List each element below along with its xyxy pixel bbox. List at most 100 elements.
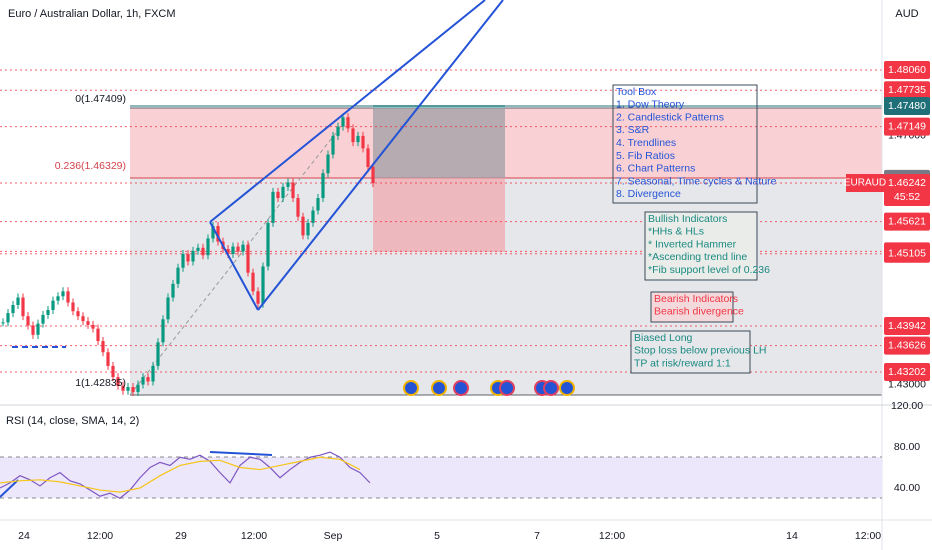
- candle: [281, 186, 285, 199]
- candle: [336, 126, 340, 136]
- candle: [291, 182, 295, 199]
- candle: [126, 387, 130, 391]
- candle: [316, 198, 320, 211]
- candle: [96, 328, 100, 342]
- fib-zone-upper: [130, 108, 882, 178]
- candle: [121, 385, 125, 391]
- candle: [76, 311, 80, 317]
- rsi-tick-label: 80.00: [894, 441, 920, 453]
- x-tick-label: 12:00: [87, 530, 113, 542]
- candle: [36, 323, 40, 335]
- chart-title: Euro / Australian Dollar, 1h, FXCM: [8, 8, 176, 20]
- currency: AUD: [895, 8, 918, 20]
- rsi-divergence: [0, 479, 19, 498]
- x-tick-label: 29: [175, 530, 187, 542]
- price-tag-label: 1.43626: [888, 339, 926, 351]
- wedge-upper: [209, 0, 486, 223]
- candle: [156, 342, 160, 366]
- x-tick-label: Sep: [324, 530, 343, 542]
- candle: [201, 247, 205, 256]
- candle: [11, 304, 15, 314]
- candle: [301, 216, 305, 236]
- rsi-ma: [0, 456, 361, 493]
- candle: [171, 283, 175, 298]
- candle: [176, 267, 180, 284]
- candle: [261, 266, 265, 304]
- x-tick-label: 12:00: [855, 530, 881, 542]
- note-line: Biased Long: [634, 332, 693, 344]
- candle: [61, 291, 65, 297]
- price-tag-label: 1.45621: [888, 215, 926, 227]
- note-line: 1. Dow Theory: [616, 99, 685, 111]
- event-icons: [403, 380, 575, 396]
- note-line: 5. Fib Ratios: [616, 150, 675, 162]
- note-line: *HHs & HLs: [648, 226, 704, 238]
- price-axis-label: 1.43000: [888, 378, 926, 390]
- price-tag: [884, 97, 930, 116]
- rsi-tick-label: 40.00: [894, 482, 920, 494]
- candle: [326, 154, 330, 174]
- price-tag-label: 1.47149: [888, 120, 926, 132]
- price-tag: [884, 81, 930, 100]
- candle: [311, 210, 315, 223]
- candle: [131, 387, 135, 393]
- candle: [266, 222, 270, 267]
- x-tick-label: 12:00: [599, 530, 625, 542]
- fib-trend: [129, 114, 351, 396]
- note-box: [612, 84, 758, 204]
- price-tag: [884, 316, 930, 335]
- candle: [101, 341, 105, 353]
- candle: [286, 182, 290, 187]
- candle: [321, 173, 325, 199]
- candle: [371, 166, 375, 184]
- candle: [236, 246, 240, 252]
- candle: [366, 148, 370, 167]
- price-tag: [884, 244, 930, 263]
- candle: [356, 135, 360, 143]
- fib-label: 0.236(1.46329): [55, 160, 126, 172]
- note-box: [644, 211, 758, 281]
- candle: [196, 247, 200, 251]
- price-tag-label: 1.46242: [888, 177, 926, 189]
- wedge-lower: [257, 0, 504, 311]
- price-tag-label: 1.47480: [888, 100, 926, 112]
- candle: [31, 325, 35, 335]
- candle: [166, 297, 170, 320]
- price-tag: [884, 212, 930, 231]
- candle: [71, 302, 75, 312]
- countdown: 45:52: [894, 191, 920, 203]
- x-tick-label: 14: [786, 530, 798, 542]
- price-tag-label: 1.48060: [888, 64, 926, 76]
- note-line: Tool Box: [616, 86, 657, 98]
- candle: [306, 222, 310, 236]
- x-tick-label: 24: [18, 530, 30, 542]
- candle: [216, 226, 220, 242]
- candle: [251, 272, 255, 292]
- candle: [26, 316, 30, 326]
- note-line: TP at risk/reward 1:1: [634, 357, 731, 369]
- wedge-left: [209, 221, 259, 311]
- candle: [256, 291, 260, 304]
- candle: [146, 377, 150, 382]
- candle: [116, 377, 120, 386]
- candle: [81, 316, 85, 322]
- position-stop: [373, 178, 505, 252]
- price-tag: [884, 174, 930, 207]
- price-tag: [884, 336, 930, 355]
- price-tag: [884, 363, 930, 382]
- note-line: 8. Divergence: [616, 188, 681, 200]
- candle: [86, 321, 90, 325]
- price-tag: [884, 61, 930, 79]
- candle: [111, 365, 115, 378]
- note-line: 4. Trendlines: [616, 137, 676, 149]
- rsi-label: RSI (14, close, SMA, 14, 2): [6, 415, 139, 427]
- rsi-divergence: [209, 451, 273, 456]
- price-tag-label: 1.43202: [888, 366, 926, 378]
- candle: [106, 352, 110, 366]
- candle: [341, 117, 345, 127]
- candle: [46, 309, 50, 315]
- fib-label: 1(1.42835): [75, 377, 126, 389]
- candle: [226, 249, 230, 255]
- candle: [161, 319, 165, 343]
